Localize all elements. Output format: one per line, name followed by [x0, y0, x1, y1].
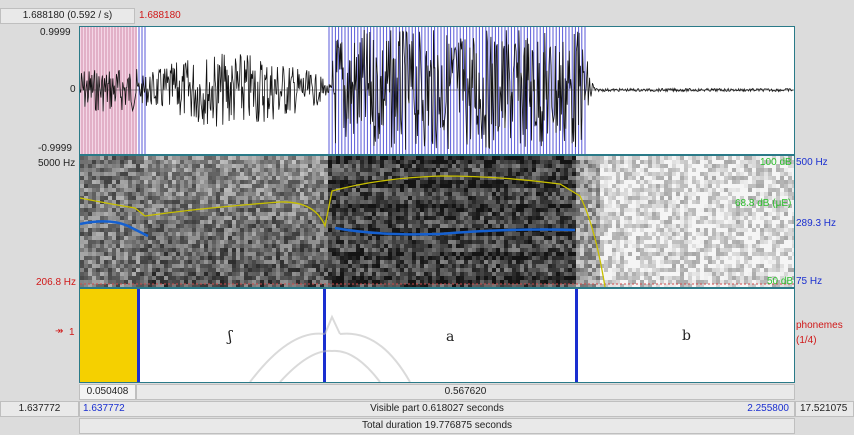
visible-part-bar[interactable]: 1.637772 Visible part 0.618027 seconds 2… [79, 401, 795, 417]
right-duration-value: 0.567620 [444, 386, 487, 397]
spectrogram-top-freq: 5000 Hz [38, 158, 76, 169]
tier-number: 1 [69, 327, 75, 338]
total-duration-label: Total duration 19.776875 seconds [361, 420, 513, 431]
intensity-min-label: 50 dB [767, 276, 794, 287]
tier-arrow-icon: ↠ [55, 326, 64, 337]
visible-end-value: 2.255800 [747, 403, 789, 414]
selection-right-duration[interactable]: 0.567620 [136, 384, 795, 400]
spectrogram-plot [80, 156, 794, 287]
waveform-max-label: 0.9999 [40, 27, 71, 38]
interval-boundary[interactable] [575, 289, 578, 382]
waveform-zero-label: 0 [70, 84, 76, 95]
pitch-max-label: 500 Hz [796, 157, 828, 168]
interval-boundary[interactable] [323, 289, 326, 382]
visible-part-label: Visible part 0.618027 seconds [370, 403, 504, 414]
waveform-plot [80, 27, 794, 154]
selection-left-duration[interactable]: 0.050408 [79, 384, 136, 400]
total-end-box[interactable]: 17.521075 [795, 401, 854, 417]
selected-interval[interactable] [80, 289, 137, 382]
pitch-value-label: 289.3 Hz [796, 218, 837, 229]
watermark-logo [249, 314, 411, 382]
waveform-min-label: -0.9999 [38, 143, 72, 154]
cursor-readout-box[interactable]: 1.688180 (0.592 / s) [0, 8, 135, 24]
interval-boundary[interactable] [137, 289, 140, 382]
intensity-max-label: 100 dB [760, 157, 792, 168]
left-duration-value: 0.050408 [86, 386, 129, 397]
cursor-readout: 1.688180 (0.592 / s) [22, 10, 113, 21]
total-end-value: 17.521075 [800, 403, 848, 414]
textgrid-tier[interactable]: ʃ a b [79, 288, 795, 383]
tier-name: phonemes [796, 320, 843, 331]
interval-label[interactable]: ʃ [228, 327, 233, 345]
total-start-box[interactable]: 1.637772 [0, 401, 79, 417]
intensity-value-label: 68.8 dB (μE) [735, 198, 792, 209]
waveform-pane[interactable] [79, 26, 795, 155]
interval-label[interactable]: b [682, 328, 691, 344]
total-duration-bar[interactable]: Total duration 19.776875 seconds [79, 418, 795, 434]
pitch-min-label: 75 Hz [796, 276, 823, 287]
visible-start-value: 1.637772 [83, 403, 125, 414]
spectrogram-pane[interactable] [79, 155, 795, 288]
interval-label[interactable]: a [446, 329, 455, 345]
cursor-time: 1.688180 [139, 10, 181, 21]
tier-count: (1/4) [796, 335, 817, 346]
total-start-value: 1.637772 [18, 403, 61, 414]
spectrogram-bottom-freq: 206.8 Hz [36, 277, 77, 288]
